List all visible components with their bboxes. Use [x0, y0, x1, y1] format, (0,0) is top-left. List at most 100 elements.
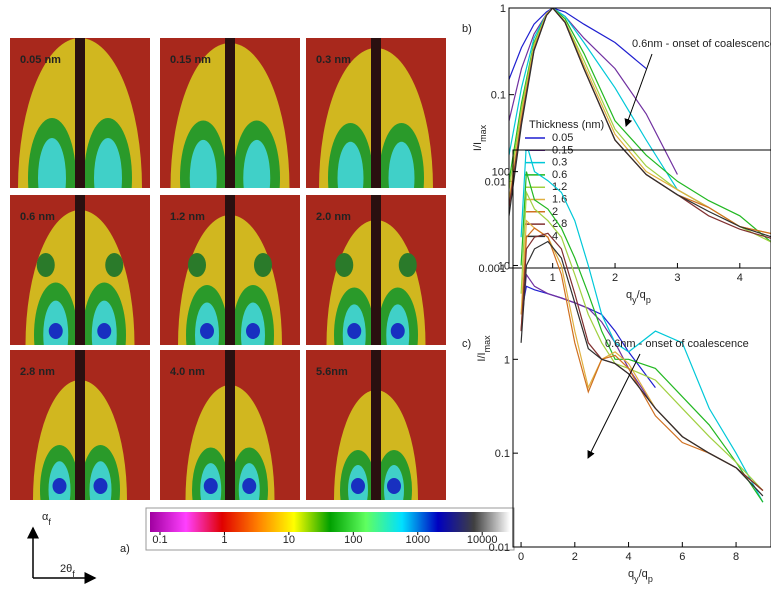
axis-label-part: 2θ — [60, 563, 72, 575]
image — [160, 350, 300, 500]
image — [306, 38, 446, 188]
image — [306, 195, 446, 345]
axis-label: I/Imax — [476, 335, 492, 362]
y-tick-label: 1 — [500, 3, 506, 15]
beamstop — [225, 350, 235, 500]
side-peak — [398, 253, 417, 277]
panel-label: 0.15 nm — [170, 54, 211, 66]
series-line — [520, 232, 764, 491]
lobe-core — [52, 478, 67, 494]
lobe-core — [347, 323, 362, 339]
axis-label-sub: max — [482, 335, 492, 353]
colorbar-tick-label: 100 — [344, 534, 362, 546]
scattering-image: 4.0 nm — [160, 350, 300, 500]
lobe-inner — [388, 141, 415, 188]
lobe-core — [246, 323, 260, 339]
axis-label-sub: p — [648, 574, 653, 584]
lobe-core — [390, 323, 405, 339]
beamstop — [75, 38, 85, 188]
side-peak — [188, 253, 206, 277]
panel-letter: a) — [120, 543, 130, 555]
panel-label: 2.8 nm — [20, 366, 55, 378]
side-peak — [36, 253, 55, 277]
image — [10, 195, 150, 345]
lobe-core — [203, 478, 218, 494]
lobe-inner — [243, 139, 271, 188]
panel-letter: b) — [462, 23, 472, 35]
axis-label-sub: y — [632, 295, 637, 305]
colorbar-tick-label: 1 — [221, 534, 227, 546]
axis-label-part: I/I — [476, 352, 488, 361]
y-tick-label: 0.1 — [491, 90, 506, 102]
legend-label: 1.2 — [552, 181, 567, 193]
axis-label-sub: max — [478, 124, 488, 142]
series-line — [509, 8, 771, 238]
colorbar-tick-label: 10 — [283, 534, 295, 546]
y-tick-label: 100 — [492, 167, 510, 179]
scattering-image: 1.2 nm — [160, 195, 300, 345]
scattering-image: 5.6nm — [306, 350, 446, 500]
x-tick-label: 0 — [518, 551, 524, 563]
colorbar-tick-label: 10000 — [467, 534, 498, 546]
plot-frame — [512, 149, 771, 548]
y-tick-label: 0.01 — [489, 542, 510, 554]
legend-title: Thickness (nm) — [529, 119, 604, 131]
beamstop — [371, 38, 381, 188]
axis-label-part: /q — [639, 568, 648, 580]
axis-label-sub: p — [646, 295, 651, 305]
axis-label: αf — [42, 511, 51, 527]
axis-label-part: q — [628, 568, 634, 580]
x-tick-label: 4 — [626, 551, 632, 563]
orientation-axes — [27, 526, 97, 584]
beamstop — [371, 350, 381, 500]
plot-frame — [508, 7, 771, 269]
series-line — [509, 8, 771, 243]
image — [160, 195, 300, 345]
image — [10, 38, 150, 188]
image — [306, 350, 446, 500]
lobe-core — [387, 478, 401, 494]
panel-label: 1.2 nm — [170, 211, 205, 223]
series-line — [520, 190, 764, 491]
legend-label: 0.3 — [552, 157, 567, 169]
scattering-image: 0.6 nm — [10, 195, 150, 345]
lobe-core — [242, 478, 257, 494]
axis-label-part: I/I — [472, 142, 484, 151]
lobe-core — [200, 323, 214, 339]
annotation: 0.6nm - onset of coalescence — [632, 38, 771, 50]
legend-label: 0.6 — [552, 169, 567, 181]
annotation-arrow — [587, 353, 641, 459]
y-tick-label: 0.1 — [495, 448, 510, 460]
x-tick-label: 6 — [679, 551, 685, 563]
side-peak — [254, 253, 272, 277]
colorbar — [150, 512, 510, 532]
axis-label: qy/qp — [628, 568, 653, 584]
legend-label: 4 — [552, 230, 558, 242]
legend-label: 0.05 — [552, 132, 573, 144]
y-tick-label: 0.001 — [478, 263, 506, 275]
series-line — [509, 8, 647, 80]
lobe-inner — [337, 141, 364, 188]
y-tick-label: 0.01 — [485, 176, 506, 188]
axis-label-part: α — [42, 511, 49, 523]
series-line — [520, 171, 764, 503]
panel-label: 5.6nm — [316, 366, 348, 378]
lobe-core — [351, 478, 365, 494]
colorbar-tick-label: 1000 — [406, 534, 430, 546]
axis-label: qy/qp — [626, 289, 651, 305]
axis-label-sub: f — [48, 517, 51, 527]
axis-label-part: /q — [637, 289, 646, 301]
beamstop — [225, 195, 235, 345]
scattering-image: 0.3 nm — [306, 38, 446, 188]
image — [10, 350, 150, 500]
colorbar-tick-label: 0.1 — [152, 534, 167, 546]
y-tick-label: 1 — [504, 354, 510, 366]
panel-letter: c) — [462, 338, 471, 350]
annotation: 0.6nm - onset of coalescence — [605, 338, 749, 350]
panel-label: 2.0 nm — [316, 211, 351, 223]
series-line — [520, 150, 764, 503]
annotation-arrow — [624, 53, 653, 127]
series-group — [509, 8, 771, 243]
x-tick-label: 3 — [674, 272, 680, 284]
